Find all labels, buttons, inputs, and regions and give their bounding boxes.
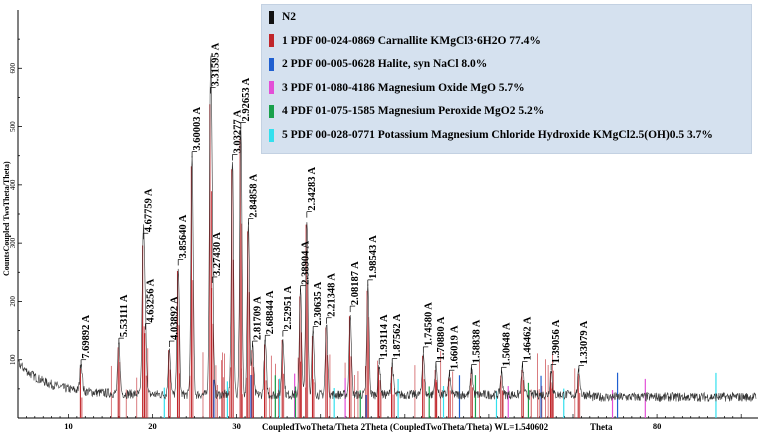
legend-entry: 3 PDF 01-080-4186 Magnesium Oxide MgO 5.… (269, 78, 525, 98)
x-axis-title: CoupledTwoTheta/Theta 2Theta (CoupledTwo… (262, 422, 613, 432)
measured-trace (17, 55, 757, 403)
legend-label: 5 PDF 00-028-0771 Potassium Magnesium Ch… (282, 129, 713, 141)
peak-label: 4.03892 A (169, 296, 180, 340)
y-tick-label: 300 (9, 237, 17, 248)
y-tick-label: 100 (9, 354, 17, 365)
peak-label: 3.03277 A (232, 109, 243, 153)
x-axis-label-unit: Theta (590, 422, 613, 432)
legend-label: 4 PDF 01-075-1585 Magnesium Peroxide MgO… (282, 105, 545, 118)
peak-label: 2.52951 A (283, 285, 294, 329)
peak-label: 2.21348 A (327, 273, 338, 317)
x-tick-label: 80 (653, 421, 662, 431)
peak-label: 2.68844 A (265, 290, 276, 334)
legend-swatch (269, 10, 274, 24)
peak-label: 1.58838 A (472, 319, 483, 363)
x-tick-label: 10 (64, 421, 73, 431)
y-tick-label: 400 (9, 179, 17, 190)
peak-label: 2.84858 A (248, 173, 259, 217)
peak-label: 2.38904 A (301, 241, 312, 285)
peak-label: 1.74580 A (423, 302, 434, 346)
peak-label: 2.81709 A (253, 296, 264, 340)
peak-label: 7.69892 A (81, 315, 92, 359)
legend-entry: 1 PDF 00-024-0869 Carnallite KMgCl3·6H2O… (269, 31, 541, 51)
peak-labels: 7.69892 A 5.53111 A 4.67759 A 4.63256 A 4.03… (80, 42, 590, 377)
y-tick-label: 600 (9, 63, 17, 74)
legend-entry: 5 PDF 00-028-0771 Potassium Magnesium Ch… (269, 125, 713, 145)
legend-label: 3 PDF 01-080-4186 Magnesium Oxide MgO 5.… (282, 81, 525, 94)
measured-pattern (17, 55, 757, 403)
x-axis-label: CoupledTwoTheta/Theta 2Theta (CoupledTwo… (262, 422, 549, 432)
y-tick-label: 200 (9, 296, 17, 307)
legend-label: 1 PDF 00-024-0869 Carnallite KMgCl3·6H2O… (282, 34, 541, 47)
legend-swatch (269, 81, 274, 95)
legend-label: 2 PDF 00-005-0628 Halite, syn NaCl 8.0% (282, 58, 488, 71)
peak-label: 1.98543 A (368, 235, 379, 279)
peak-label: 2.34283 A (307, 166, 318, 210)
peak-label: 1.39056 A (551, 319, 562, 363)
chart-axes: 100 200 300 400 500 600 10 20 30 80 (9, 10, 758, 431)
peak-label: 3.85640 A (178, 214, 189, 258)
peak-label: 2.30635 A (313, 281, 324, 325)
peak-label: 1.66019 A (449, 325, 460, 369)
peak-label: 3.60003 A (192, 106, 203, 150)
peak-label: 1.87562 A (392, 313, 403, 357)
peak-label: 2.08187 A (350, 261, 361, 305)
y-axis-label: CountsCoupled TwoTheta/Theta) (2, 161, 11, 276)
x-tick-label: 30 (232, 421, 241, 431)
legend-swatch (269, 128, 274, 142)
legend-swatch (269, 34, 274, 48)
legend-entry: N2 (269, 7, 296, 27)
legend-label: N2 (282, 11, 297, 23)
peak-label: 4.67759 A (143, 188, 154, 232)
peak-label: 3.31595 A (211, 42, 222, 86)
x-tick-label: 20 (148, 421, 157, 431)
legend-entry: 4 PDF 01-075-1585 Magnesium Peroxide MgO… (269, 101, 544, 121)
legend-entry: 2 PDF 00-005-0628 Halite, syn NaCl 8.0% (269, 54, 487, 74)
legend-swatch (269, 104, 274, 118)
peak-label: 1.33079 A (579, 320, 590, 364)
peak-label: 1.93114 A (379, 314, 390, 358)
peak-label: 2.92653 A (241, 77, 252, 121)
legend-swatch (269, 57, 274, 71)
peak-label: 1.50648 A (502, 322, 513, 366)
y-tick-label: 500 (9, 121, 17, 132)
peak-label: 5.53111 A (119, 294, 130, 337)
peak-label: 1.46462 A (523, 316, 534, 360)
peak-label: 3.27430 A (212, 232, 223, 276)
legend: N2 1 PDF 00-024-0869 Carnallite KMgCl3·6H… (261, 4, 752, 154)
peak-label: 1.70880 A (436, 316, 447, 360)
peak-label: 4.63256 A (145, 278, 156, 322)
